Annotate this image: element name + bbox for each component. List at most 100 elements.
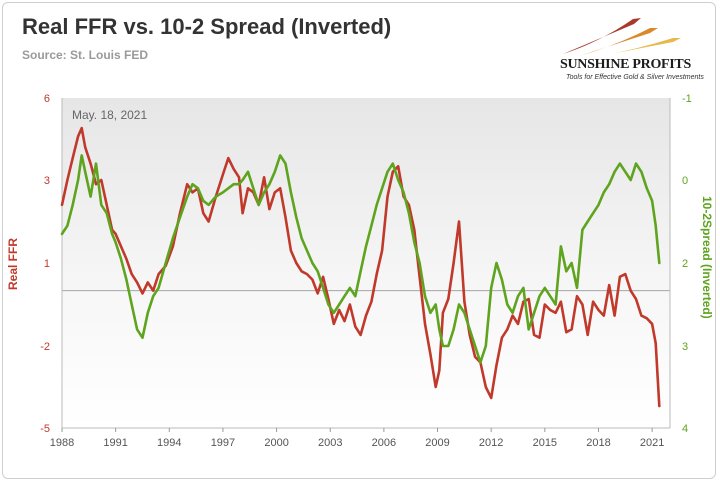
spread-point (327, 303, 330, 306)
left-tick-label: 3 (44, 175, 50, 187)
spread-point (506, 303, 509, 306)
spread-point (120, 258, 122, 260)
real-ffr-point (570, 328, 573, 331)
real-ffr-point (77, 135, 79, 138)
spread-point (495, 262, 498, 264)
spread-point (80, 154, 83, 157)
chart-title: Real FFR vs. 10-2 Spread (Inverted) (22, 14, 392, 39)
spread-point (613, 171, 616, 173)
spread-point (333, 312, 335, 314)
real-ffr-point (533, 334, 535, 336)
real-ffr-point (506, 328, 509, 331)
plot-area (62, 98, 670, 428)
real-ffr-point (586, 334, 589, 336)
real-ffr-point (322, 276, 324, 278)
spread-point (640, 171, 643, 173)
real-ffr-point (338, 309, 341, 311)
real-ffr-point (311, 278, 314, 281)
real-ffr-point (84, 146, 86, 148)
logo-name: SUNSHINE PROFITS (560, 57, 691, 72)
real-ffr-point (207, 220, 210, 223)
real-ffr-point (100, 179, 103, 181)
real-ffr-point (452, 262, 455, 264)
spread-point (197, 187, 199, 190)
spread-point (252, 187, 255, 190)
real-ffr-point (227, 157, 230, 159)
spread-point (164, 262, 167, 264)
real-ffr-point (646, 317, 648, 320)
x-tick-label: 2018 (586, 437, 610, 449)
real-ffr-point (640, 314, 643, 317)
real-ffr-point (157, 273, 160, 275)
real-ffr-point (490, 397, 493, 399)
real-ffr-point (370, 300, 373, 303)
real-ffr-point (458, 220, 460, 223)
spread-point (442, 345, 444, 347)
chart-source: Source: St. Louis FED (22, 48, 149, 62)
spread-point (576, 287, 578, 289)
spread-point (517, 295, 519, 298)
real-ffr-point (284, 216, 287, 219)
spread-point (247, 171, 249, 173)
spread-point (191, 183, 194, 185)
chart-annotation: May. 18, 2021 (72, 108, 148, 122)
spread-point (570, 262, 573, 264)
spread-point (157, 287, 160, 289)
real-ffr-point (511, 314, 514, 317)
real-ffr-point (608, 284, 610, 286)
real-ffr-point (447, 298, 450, 300)
x-tick-label: 2000 (264, 437, 288, 449)
spread-point (306, 249, 308, 252)
x-tick-label: 2006 (372, 437, 396, 449)
spread-point (141, 336, 144, 339)
real-ffr-point (274, 191, 276, 194)
spread-point (452, 328, 455, 331)
spread-point (100, 204, 103, 206)
left-tick-label: -5 (40, 423, 50, 435)
x-tick-label: 2003 (318, 437, 342, 449)
spread-point (147, 312, 149, 314)
right-tick-label: 4 (682, 423, 688, 435)
spread-point (172, 237, 174, 239)
real-ffr-point (474, 356, 476, 358)
spread-point (646, 187, 648, 190)
real-ffr-point (438, 369, 441, 372)
spread-point (592, 212, 594, 214)
real-ffr-point (424, 323, 426, 325)
spread-point (284, 162, 287, 165)
spread-point (654, 224, 657, 227)
spread-point (560, 245, 562, 248)
spread-point (386, 171, 389, 173)
real-ffr-point (263, 176, 265, 179)
spread-point (241, 179, 244, 181)
spread-point (511, 312, 514, 314)
real-ffr-point (392, 171, 394, 173)
spread-point (349, 287, 351, 289)
real-ffr-point (408, 204, 410, 206)
logo-tagline: Tools for Effective Gold & Silver Invest… (566, 74, 704, 81)
real-ffr-point (565, 331, 568, 334)
real-ffr-point (658, 405, 661, 407)
real-ffr-point (576, 295, 578, 298)
spread-point (527, 328, 530, 331)
real-ffr-point (386, 195, 389, 198)
spread-point (629, 179, 632, 181)
real-ffr-point (130, 273, 133, 275)
real-ffr-point (603, 314, 605, 317)
real-ffr-point (222, 173, 224, 176)
real-ffr-point (191, 191, 194, 194)
spread-point (608, 183, 610, 185)
real-ffr-point (300, 270, 303, 273)
spread-point (581, 229, 584, 231)
right-tick-label: 0 (682, 175, 688, 187)
spread-point (238, 183, 240, 185)
spread-point (136, 328, 138, 331)
real-ffr-point (517, 323, 519, 325)
spread-point (365, 245, 367, 248)
x-tick-label: 2009 (425, 437, 449, 449)
spread-point (77, 179, 79, 181)
real-ffr-point (501, 336, 503, 339)
real-ffr-point (186, 183, 188, 185)
real-ffr-point (654, 342, 657, 345)
spread-point (263, 191, 265, 194)
